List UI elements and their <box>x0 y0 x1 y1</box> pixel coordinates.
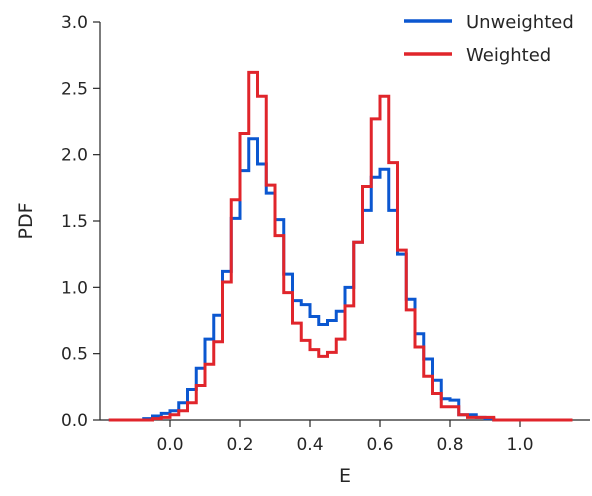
x-tick-label: 0.6 <box>366 435 393 455</box>
series-group <box>108 70 573 422</box>
x-tick-label: 1.0 <box>506 435 533 455</box>
x-ticks: 0.0 0.2 0.4 0.6 0.8 1.0 <box>156 420 534 455</box>
x-axis-label: E <box>339 465 351 487</box>
x-tick-label: 0.4 <box>296 435 323 455</box>
series-unweighted-line <box>108 137 573 422</box>
series-weighted-line <box>108 70 573 422</box>
y-tick-label: 1.5 <box>61 212 88 232</box>
y-tick-label: 2.0 <box>61 146 88 166</box>
legend: Unweighted Weighted <box>404 12 574 66</box>
y-tick-label: 2.5 <box>61 79 88 99</box>
y-tick-label: 3.0 <box>61 13 88 33</box>
x-tick-label: 0.2 <box>226 435 253 455</box>
axes <box>99 22 590 421</box>
y-axis-label: PDF <box>15 202 37 239</box>
y-tick-label: 0.5 <box>61 345 88 365</box>
legend-label-unweighted: Unweighted <box>466 12 574 33</box>
x-tick-label: 0.0 <box>156 435 183 455</box>
x-tick-label: 0.8 <box>436 435 463 455</box>
y-ticks: 0.0 0.5 1.0 1.5 2.0 2.5 3.0 <box>61 13 100 431</box>
y-tick-label: 1.0 <box>61 278 88 298</box>
y-tick-label: 0.0 <box>61 411 88 431</box>
legend-label-weighted: Weighted <box>466 45 551 66</box>
